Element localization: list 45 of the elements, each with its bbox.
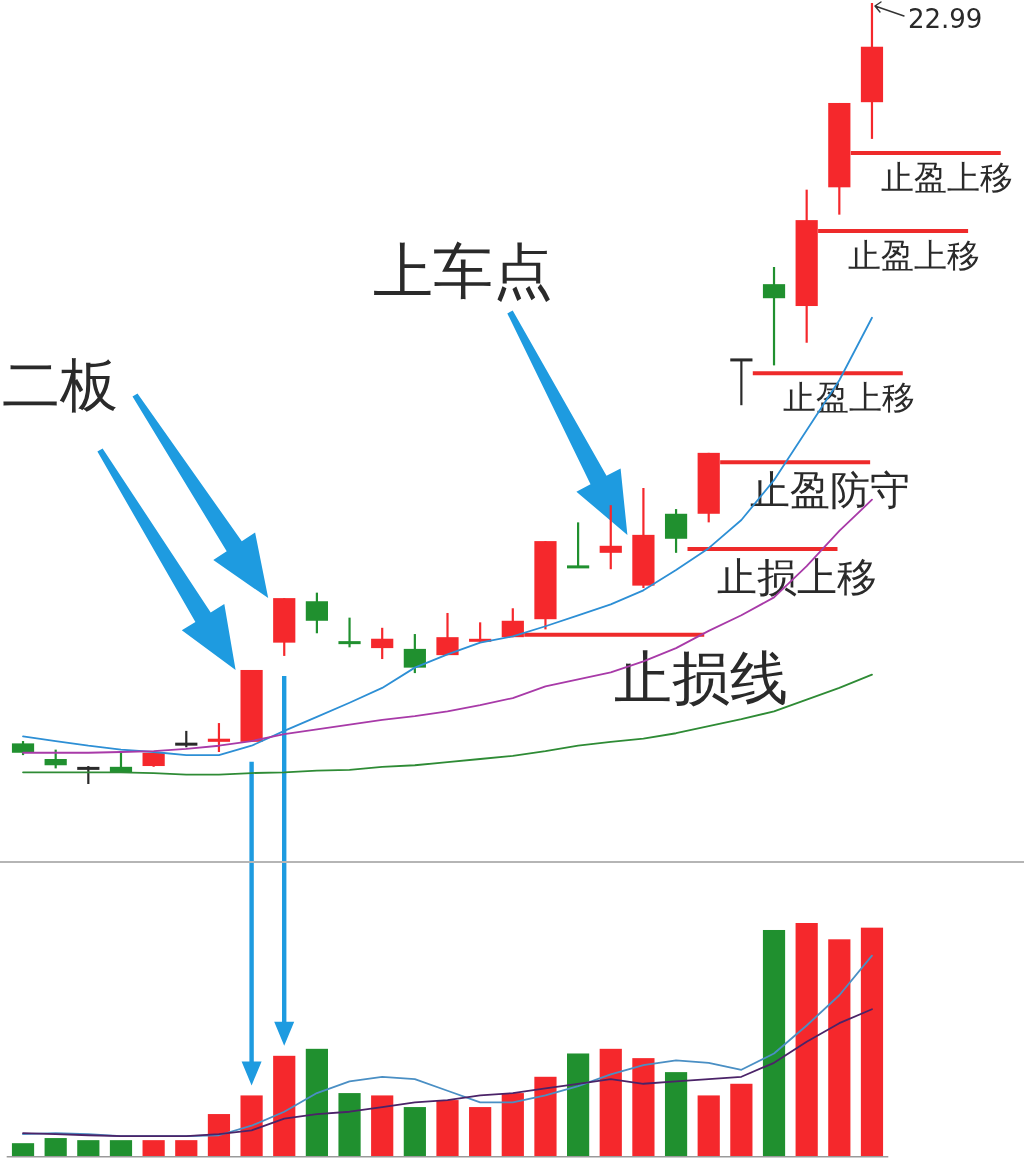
bar [44, 1138, 67, 1156]
ref-line-label: 止损线 [614, 643, 789, 712]
candlestick [371, 626, 394, 661]
candlestick [305, 591, 328, 635]
candlestick [599, 504, 622, 571]
candlestick [762, 265, 786, 367]
ref-line-label: 止盈上移 [880, 157, 1013, 197]
bar [501, 1093, 524, 1156]
candlestick [207, 721, 231, 754]
candlestick [436, 611, 459, 657]
annotation: 上车点 [373, 236, 553, 306]
bar [338, 1093, 361, 1156]
bar [403, 1107, 426, 1156]
bar [77, 1140, 100, 1156]
bar [860, 927, 884, 1156]
bar [469, 1107, 492, 1156]
bar [207, 1114, 231, 1156]
ref-line-label: 止盈上移 [848, 236, 981, 276]
bar [11, 1143, 35, 1157]
text: 22.99 [907, 4, 983, 34]
candlestick [338, 616, 361, 649]
bar [762, 929, 786, 1156]
candlestick [730, 358, 753, 407]
bar [109, 1140, 133, 1156]
candlestick [567, 521, 590, 569]
bar [567, 1053, 590, 1156]
bar [371, 1095, 394, 1156]
bar [305, 1048, 328, 1156]
bar [730, 1083, 753, 1156]
bar [534, 1076, 557, 1156]
bar [828, 939, 851, 1156]
bar [240, 1095, 263, 1156]
bar [697, 1095, 720, 1156]
candlestick [403, 632, 426, 675]
bar [599, 1048, 622, 1156]
bar [795, 923, 818, 1156]
bar [632, 1058, 655, 1156]
bar [175, 1140, 198, 1156]
bar [436, 1100, 459, 1156]
bar [142, 1140, 165, 1156]
candlestick [44, 748, 67, 770]
ref-line-label: 止损上移 [717, 554, 878, 601]
annotation: 二板 [2, 351, 118, 419]
bar [664, 1072, 688, 1156]
bar [273, 1055, 296, 1156]
